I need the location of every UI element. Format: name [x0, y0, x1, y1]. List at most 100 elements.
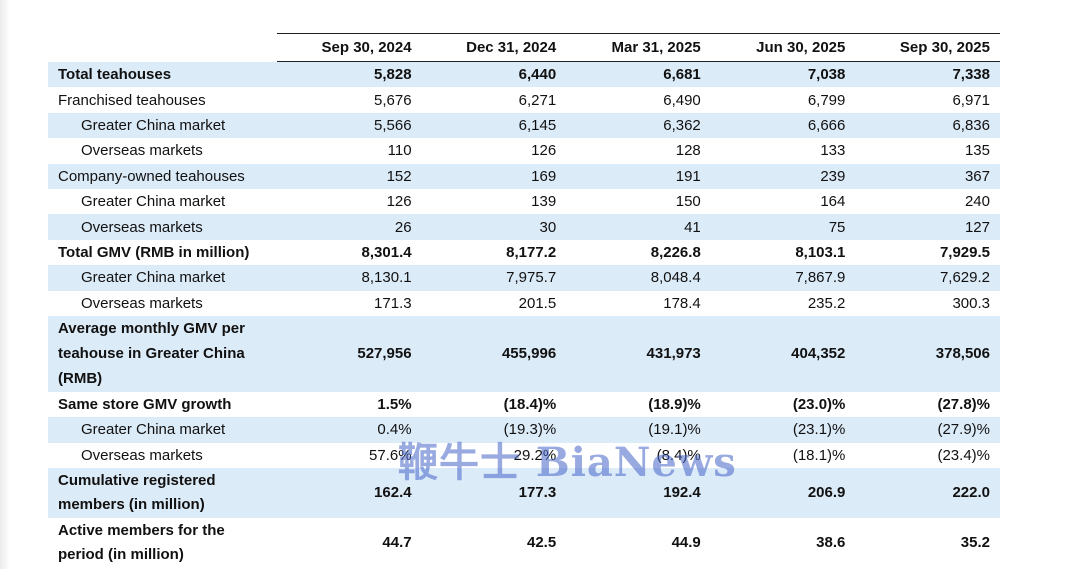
- cell-value: (18.4)%: [503, 396, 557, 414]
- row-label: Cumulative registered members (in millio…: [48, 468, 277, 519]
- cell-value: 126: [386, 193, 412, 211]
- cell-value: 139: [531, 193, 557, 211]
- cell-value: 177.3: [421, 468, 567, 519]
- row-label: Overseas markets: [48, 214, 277, 240]
- row-label: Total teahouses: [48, 61, 277, 88]
- page-edge-shadow: [0, 0, 10, 569]
- cell-value: 30: [421, 214, 567, 240]
- row-cumulative-registered-members: Cumulative registered members (in millio…: [48, 468, 1000, 519]
- cell-value: 0.4%: [277, 417, 422, 443]
- cell-value: 7,629.2: [855, 265, 1000, 291]
- cell-value: 127: [855, 214, 1000, 240]
- cell-value: 6,440: [421, 61, 567, 88]
- cell-value: (18.1)%: [792, 446, 846, 464]
- cell-value: 133: [820, 142, 846, 160]
- row-same-store-gmv-growth: Same store GMV growth 1.5% (18.4)% (18.9…: [48, 392, 1000, 417]
- cell-value: 8,103.1: [795, 243, 846, 261]
- cell-value: (8.4)%: [656, 446, 701, 464]
- cell-value: 378,506: [855, 315, 1000, 392]
- cell-value: 152: [277, 163, 422, 189]
- cell-value: 7,338: [855, 61, 1000, 88]
- cell-value: 8,048.4: [566, 265, 711, 291]
- cell-value: 26: [277, 214, 422, 240]
- cell-value: 8,130.1: [277, 265, 422, 291]
- column-header: Sep 30, 2025: [855, 33, 1000, 62]
- cell-value: 178.4: [663, 294, 701, 312]
- cell-value: 38.6: [816, 534, 846, 552]
- row-growth-greater-china: Greater China market 0.4% (19.3)% (19.1)…: [48, 417, 1000, 443]
- cell-value: (19.3)%: [421, 417, 567, 443]
- cell-value: 455,996: [421, 315, 567, 392]
- cell-value: 367: [855, 163, 1000, 189]
- header-blank-cell: [48, 34, 277, 62]
- row-label: Overseas markets: [81, 294, 203, 312]
- cell-value: 6,799: [807, 91, 846, 109]
- cell-value: 6,490: [663, 91, 701, 109]
- cell-value: (27.9)%: [855, 417, 1000, 443]
- cell-value: 6,271: [518, 91, 557, 109]
- cell-value: 239: [710, 163, 856, 189]
- row-growth-overseas: Overseas markets 57.6% 29.2% (8.4)% (18.…: [48, 443, 1000, 468]
- cell-value: 431,973: [566, 315, 711, 392]
- cell-value: 169: [421, 163, 567, 189]
- cell-value: 128: [675, 142, 701, 160]
- cell-value: 57.6%: [369, 446, 412, 464]
- cell-value: 44.9: [671, 534, 701, 552]
- cell-value: (23.0)%: [792, 396, 846, 414]
- row-label: Overseas markets: [81, 142, 203, 160]
- cell-value: 5,828: [277, 61, 422, 88]
- operating-metrics-table: Sep 30, 2024 Dec 31, 2024 Mar 31, 2025 J…: [48, 33, 1000, 568]
- row-franchised-overseas: Overseas markets 110 126 128 133 135: [48, 138, 1000, 163]
- row-label: Franchised teahouses: [58, 91, 206, 109]
- cell-value: 41: [566, 214, 711, 240]
- cell-value: 29.2%: [513, 446, 557, 464]
- row-company-owned-teahouses: Company-owned teahouses 152 169 191 239 …: [48, 163, 1000, 189]
- row-franchised-greater-china: Greater China market 5,566 6,145 6,362 6…: [48, 112, 1000, 139]
- cell-value: 6,145: [421, 112, 567, 139]
- row-label: Overseas markets: [81, 446, 203, 464]
- row-label: Greater China market: [48, 265, 277, 291]
- row-total-gmv: Total GMV (RMB in million) 8,301.4 8,177…: [48, 240, 1000, 265]
- cell-value: 6,681: [566, 61, 711, 88]
- cell-value: 191: [566, 163, 711, 189]
- row-total-teahouses: Total teahouses 5,828 6,440 6,681 7,038 …: [48, 61, 1000, 88]
- cell-value: 235.2: [807, 294, 846, 312]
- cell-value: 201.5: [518, 294, 557, 312]
- cell-value: 527,956: [277, 315, 422, 392]
- column-header: Dec 31, 2024: [421, 33, 567, 62]
- row-label: Average monthly GMV per teahouse in Grea…: [48, 315, 277, 392]
- cell-value: 240: [964, 193, 990, 211]
- header-row: Sep 30, 2024 Dec 31, 2024 Mar 31, 2025 J…: [48, 33, 1000, 62]
- row-label: Greater China market: [81, 193, 226, 211]
- cell-value: 5,676: [374, 91, 412, 109]
- cell-value: 6,362: [566, 112, 711, 139]
- cell-value: 7,867.9: [710, 265, 856, 291]
- cell-value: 110: [387, 142, 412, 160]
- cell-value: 75: [710, 214, 856, 240]
- row-gmv-greater-china: Greater China market 8,130.1 7,975.7 8,0…: [48, 265, 1000, 291]
- cell-value: 135: [964, 142, 990, 160]
- cell-value: 7,038: [710, 61, 856, 88]
- cell-value: 35.2: [960, 534, 990, 552]
- cell-value: 7,929.5: [939, 243, 990, 261]
- cell-value: 206.9: [710, 468, 856, 519]
- cell-value: 164: [820, 193, 846, 211]
- column-header: Mar 31, 2025: [566, 33, 711, 62]
- cell-value: 42.5: [526, 534, 557, 552]
- cell-value: 5,566: [277, 112, 422, 139]
- row-franchised-teahouses: Franchised teahouses 5,676 6,271 6,490 6…: [48, 87, 1000, 112]
- cell-value: 171.3: [374, 294, 412, 312]
- row-active-members: Active members for the period (in millio…: [48, 518, 1000, 568]
- row-average-monthly-gmv: Average monthly GMV per teahouse in Grea…: [48, 315, 1000, 392]
- row-label: Active members for the period (in millio…: [58, 522, 225, 564]
- row-company-owned-greater-china: Greater China market 126 139 150 164 240: [48, 189, 1000, 214]
- row-label: Same store GMV growth: [58, 396, 232, 414]
- row-label: Greater China market: [48, 417, 277, 443]
- cell-value: (23.4)%: [937, 446, 990, 464]
- row-label: Company-owned teahouses: [48, 163, 277, 189]
- cell-value: 222.0: [855, 468, 1000, 519]
- cell-value: 1.5%: [377, 396, 412, 414]
- cell-value: 8,301.4: [361, 243, 412, 261]
- row-label: Greater China market: [48, 112, 277, 139]
- cell-value: 44.7: [382, 534, 412, 552]
